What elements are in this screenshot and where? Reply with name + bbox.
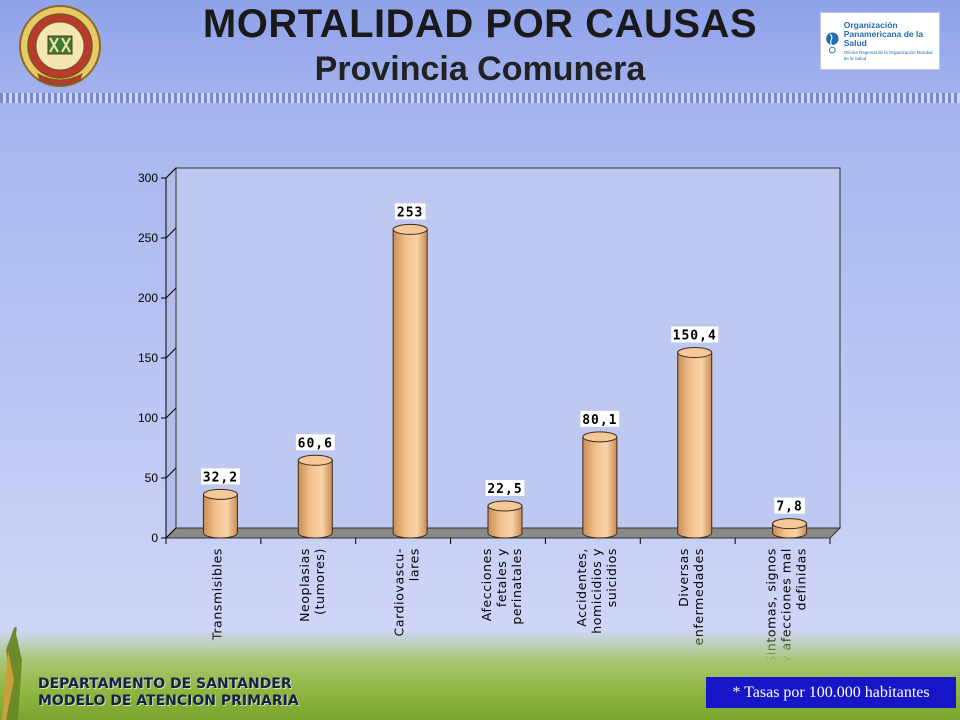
y-tick-label: 100: [138, 411, 158, 425]
bar-top: [202, 488, 238, 500]
data-label-box: [774, 497, 805, 514]
x-category-label-line: enfermedades: [691, 548, 706, 645]
data-label-box: [295, 434, 335, 451]
x-category-label-line: homicidios y: [589, 548, 604, 634]
x-category-label-line: Neoplasias: [297, 548, 312, 622]
x-category-label: Diversas enfermedades: [676, 548, 706, 645]
bar: [297, 459, 333, 539]
data-label: 7,8: [776, 500, 802, 515]
mortality-bar-chart: 0 50 100 150 200 250 300 32,2 Transmisibles 60,6 N…: [138, 166, 842, 664]
bar-top: [582, 431, 618, 443]
x-category-label-line: fetales y: [494, 548, 509, 607]
x-category-label-line: Afecciones: [479, 548, 494, 621]
x-category-label-line: lares: [407, 548, 422, 581]
data-label-box: [671, 326, 719, 343]
bar: [677, 352, 713, 539]
ops-logo-text: Organización Panamericana de la Salud: [843, 19, 924, 48]
bar-top: [772, 518, 808, 530]
x-category-label: Neoplasias (tumores): [297, 548, 327, 622]
bar-top: [677, 347, 713, 359]
x-category-label: Afecciones fetales y perinatales: [479, 548, 524, 625]
data-label-box: [201, 468, 240, 485]
header-background: [0, 0, 960, 94]
decorative-figure-icon: [2, 626, 22, 720]
y-tick-diagonal: [165, 527, 177, 539]
bar: [392, 228, 428, 539]
data-label-box: [580, 410, 620, 427]
bar-top: [297, 454, 333, 466]
data-label: 80,1: [582, 413, 617, 428]
data-label: 22,5: [487, 482, 522, 497]
data-label: 150,4: [673, 329, 717, 344]
data-label: 60,6: [298, 436, 333, 451]
rate-note: * Tasas por 100.000 habitantes: [706, 677, 956, 708]
y-tick-label: 50: [145, 471, 159, 485]
y-tick-label: 300: [138, 171, 158, 185]
footer-model: MODELO DE ATENCION PRIMARIA: [38, 693, 299, 709]
footer-department: DEPARTAMENTO DE SANTANDER: [38, 676, 292, 692]
header-divider: [0, 93, 960, 103]
ops-logo-subtext: Oficina Regional de la Organización Mund…: [843, 49, 933, 61]
y-tick-diagonal: [165, 347, 177, 359]
x-category-label: Transmisibles: [209, 548, 224, 641]
y-tick-label: 250: [138, 231, 158, 245]
x-category-label-line: perinatales: [509, 548, 524, 625]
bar: [202, 493, 238, 539]
y-tick-diagonal: [165, 227, 177, 239]
y-tick-diagonal: [165, 167, 177, 179]
data-label: 32,2: [203, 470, 238, 485]
x-category-label-line: Diversas: [676, 548, 691, 607]
data-label-box: [485, 480, 525, 496]
y-tick-label: 150: [138, 351, 158, 365]
y-tick-label: 0: [151, 531, 158, 545]
ops-logo: Organización Panamericana de la Salud Of…: [820, 12, 940, 70]
x-category-label-line: Transmisibles: [209, 548, 224, 641]
x-category-label-line: definidas: [794, 548, 809, 610]
x-category-label-line: Accidentes,: [574, 548, 589, 627]
x-category-label-line: suicidios: [604, 548, 619, 607]
chart-back-wall: [175, 167, 841, 529]
x-category-label-line: Cardiovascu-: [392, 548, 407, 636]
data-label: 253: [397, 205, 423, 220]
bar-top: [392, 223, 428, 235]
ops-globe-icon: [826, 32, 839, 54]
bar: [487, 505, 523, 539]
x-category-label: Accidentes, homicidios y suicidios: [574, 548, 619, 634]
y-tick-diagonal: [165, 467, 177, 479]
bar-top: [487, 500, 523, 512]
x-category-label-line: (tumores): [312, 548, 327, 615]
y-tick-label: 200: [138, 291, 158, 305]
bar: [582, 436, 618, 539]
x-category-label: Cardiovascu-lares: [392, 548, 422, 636]
y-tick-diagonal: [165, 287, 177, 299]
page-subtitle: Provincia Comunera: [314, 50, 646, 88]
page-title: MORTALIDAD POR CAUSAS: [202, 2, 758, 46]
y-tick-diagonal: [165, 407, 177, 419]
departamento-santander-crest-icon: [19, 5, 101, 87]
data-label-box: [394, 203, 426, 220]
